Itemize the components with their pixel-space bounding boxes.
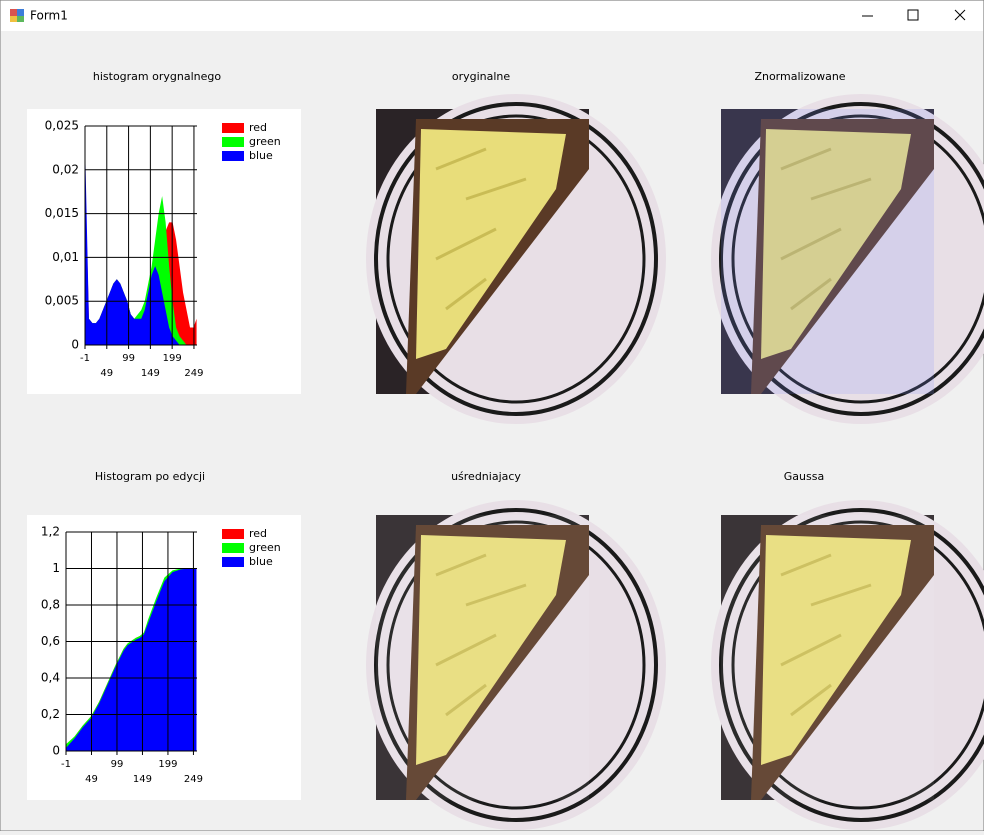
x-tick-label: 149: [133, 774, 152, 785]
chart: 0 0,2 0,4 0,6 0,8 1 1,2 -1 49 99 149 199 249 redgreen…: [27, 515, 301, 800]
legend-label: blue: [249, 149, 273, 162]
legend-label: green: [249, 541, 281, 554]
y-tick-label: 0: [71, 338, 79, 352]
x-tick-label: 49: [85, 774, 98, 785]
x-tick-label: 99: [111, 759, 124, 770]
x-tick-label: 199: [158, 759, 177, 770]
x-tick-label: 149: [141, 368, 160, 379]
caption: histogram orygnalnego: [93, 70, 221, 83]
area-series: [66, 568, 197, 751]
legend-swatch: [222, 543, 244, 553]
image-normalized: [709, 92, 984, 426]
legend-swatch: [222, 151, 244, 161]
y-tick-label: 1: [52, 561, 60, 575]
x-tick-label: -1: [61, 759, 71, 770]
image-mean-filter: [364, 498, 668, 832]
legend-label: green: [249, 135, 281, 148]
legend-swatch: [222, 557, 244, 567]
title-bar: [1, 1, 983, 31]
y-tick-label: 0,015: [45, 206, 79, 220]
window-title: Form1: [30, 9, 68, 23]
legend-label: blue: [249, 555, 273, 568]
area-series: [85, 161, 197, 345]
caption: Gaussa: [784, 470, 824, 483]
close-button[interactable]: [954, 9, 966, 21]
x-tick-label: -1: [80, 353, 90, 364]
x-tick-label: 249: [184, 368, 203, 379]
y-tick-label: 0,025: [45, 119, 79, 133]
caption: uśredniajacy: [451, 470, 521, 483]
y-tick-label: 0: [52, 744, 60, 758]
legend-swatch: [222, 137, 244, 147]
legend-swatch: [222, 529, 244, 539]
legend-label: red: [249, 527, 267, 540]
image-gauss-filter: [709, 498, 984, 832]
y-tick-label: 0,4: [41, 671, 60, 685]
y-tick-label: 0,8: [41, 598, 60, 612]
image-original: [364, 92, 668, 426]
x-tick-label: 99: [122, 353, 135, 364]
caption: Znormalizowane: [754, 70, 845, 83]
app-icon: [10, 9, 24, 22]
x-tick-label: 199: [163, 353, 182, 364]
y-tick-label: 1,2: [41, 525, 60, 539]
maximize-button[interactable]: [907, 9, 919, 21]
y-tick-label: 0,2: [41, 707, 60, 721]
y-tick-label: 0,005: [45, 294, 79, 308]
caption: oryginalne: [452, 70, 511, 83]
legend-swatch: [222, 123, 244, 133]
caption: Histogram po edycji: [95, 470, 205, 483]
y-tick-label: 0,01: [52, 250, 79, 264]
y-tick-label: 0,02: [52, 162, 79, 176]
legend-label: red: [249, 121, 267, 134]
y-tick-label: 0,6: [41, 634, 60, 648]
x-tick-label: 249: [184, 774, 203, 785]
x-tick-label: 49: [100, 368, 113, 379]
